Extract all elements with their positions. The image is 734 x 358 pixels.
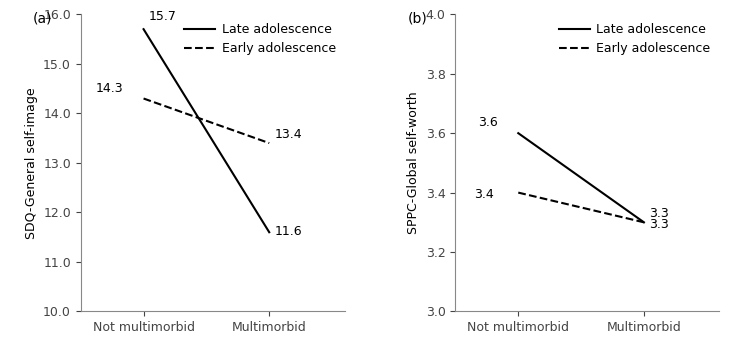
Line: Late adolescence: Late adolescence: [144, 29, 269, 232]
Late adolescence: [265, 230, 274, 234]
Text: 3.3: 3.3: [649, 207, 669, 220]
Text: 3.6: 3.6: [478, 116, 498, 129]
Late adolescence: [514, 131, 523, 135]
Legend: Late adolescence, Early adolescence: Late adolescence, Early adolescence: [556, 20, 713, 58]
Line: Early adolescence: Early adolescence: [144, 98, 269, 143]
Text: (a): (a): [33, 11, 53, 25]
Line: Late adolescence: Late adolescence: [518, 133, 644, 222]
Text: 11.6: 11.6: [275, 225, 302, 238]
Y-axis label: SPPC-Global self-worth: SPPC-Global self-worth: [407, 92, 421, 234]
Text: 13.4: 13.4: [275, 128, 302, 141]
Late adolescence: [139, 27, 148, 32]
Line: Early adolescence: Early adolescence: [518, 193, 644, 222]
Early adolescence: [139, 96, 148, 101]
Text: 3.3: 3.3: [649, 218, 669, 231]
Early adolescence: [514, 190, 523, 195]
Text: 3.4: 3.4: [474, 188, 494, 201]
Text: 14.3: 14.3: [96, 82, 123, 95]
Text: 15.7: 15.7: [148, 10, 176, 23]
Legend: Late adolescence, Early adolescence: Late adolescence, Early adolescence: [182, 20, 338, 58]
Text: (b): (b): [408, 11, 428, 25]
Y-axis label: SDQ-General self-image: SDQ-General self-image: [24, 87, 37, 239]
Early adolescence: [639, 220, 648, 224]
Late adolescence: [639, 220, 648, 224]
Early adolescence: [265, 141, 274, 145]
